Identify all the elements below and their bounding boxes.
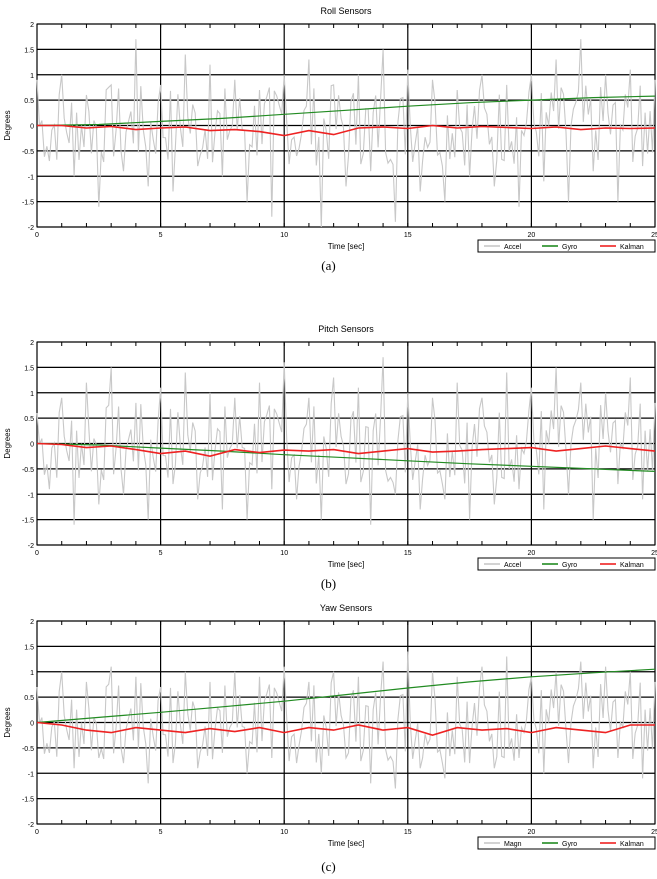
y-tick-label: -1.5 bbox=[22, 797, 34, 804]
y-tick-label: 0 bbox=[30, 124, 34, 131]
legend-label-gyro: Gyro bbox=[562, 244, 577, 251]
x-tick-label: 15 bbox=[404, 232, 412, 239]
y-tick-label: -2 bbox=[28, 225, 34, 232]
y-tick-label: -0.5 bbox=[22, 467, 34, 474]
series-line-gyro bbox=[36, 668, 656, 724]
y-tick-label: 1 bbox=[30, 670, 34, 677]
x-axis-label: Time [sec] bbox=[328, 242, 365, 251]
legend-label-kalman: Kalman bbox=[620, 562, 644, 569]
legend-label-accel: Accel bbox=[504, 562, 522, 569]
series-line-gyro bbox=[36, 442, 656, 472]
chart-title: Roll Sensors bbox=[320, 6, 372, 16]
x-tick-label: 5 bbox=[159, 232, 163, 239]
legend-label-gyro: Gyro bbox=[562, 841, 577, 848]
y-tick-label: 2 bbox=[30, 22, 34, 29]
chart-svg-yaw: Yaw Sensors-2-1.5-1-0.500.511.520 5 10 15 20… bbox=[3, 603, 657, 850]
x-axis-label: Time [sec] bbox=[328, 839, 365, 848]
chart-svg-pitch: Pitch Sensors-2-1.5-1-0.500.511.520 5 10 15… bbox=[3, 324, 657, 571]
y-tick-label: 2 bbox=[30, 619, 34, 626]
y-tick-label: -0.5 bbox=[22, 746, 34, 753]
x-tick-label: 0 bbox=[35, 232, 39, 239]
y-tick-label: 1.5 bbox=[24, 644, 34, 651]
chart-panel-yaw: Yaw Sensors -2 -1.5 -1 -0.5 0 0.5 1 1.5 2 0 5 10 15 20… bbox=[0, 597, 657, 879]
series-line-gyro bbox=[36, 95, 656, 127]
series-line-kalman bbox=[36, 721, 655, 737]
y-tick-label: 1 bbox=[30, 391, 34, 398]
y-tick-label: -1 bbox=[28, 174, 34, 181]
x-tick-label: 25 bbox=[651, 829, 657, 836]
y-tick-label: -1 bbox=[28, 771, 34, 778]
x-tick-label: 5 bbox=[159, 829, 163, 836]
y-tick-label: -1 bbox=[28, 492, 34, 499]
legend-label-accel: Accel bbox=[504, 244, 522, 251]
y-tick-label: 1.5 bbox=[24, 47, 34, 54]
y-axis-label: Degrees bbox=[3, 428, 12, 458]
chart-caption-c: (c) bbox=[321, 859, 336, 874]
chart-svg-roll: Roll Sensors-2-1.5-1-0.500.511.520 5 10 15 2… bbox=[3, 6, 657, 253]
chart-caption-b: (b) bbox=[320, 576, 337, 591]
series-line-magn bbox=[36, 651, 656, 789]
x-tick-label: 0 bbox=[35, 550, 39, 557]
y-tick-label: 0.5 bbox=[24, 98, 34, 105]
y-tick-label: 0.5 bbox=[24, 695, 34, 702]
x-tick-label: 20 bbox=[528, 232, 536, 239]
x-tick-label: 15 bbox=[404, 829, 412, 836]
y-tick-label: 1.5 bbox=[24, 365, 34, 372]
x-tick-label: 25 bbox=[651, 550, 657, 557]
y-axis-label: Degrees bbox=[3, 707, 12, 737]
x-tick-label: 15 bbox=[404, 550, 412, 557]
x-tick-label: 25 bbox=[651, 232, 657, 239]
y-tick-label: -2 bbox=[28, 822, 34, 829]
y-tick-label: 1 bbox=[30, 73, 34, 80]
chart-title: Pitch Sensors bbox=[318, 324, 374, 334]
x-tick-label: 10 bbox=[280, 550, 288, 557]
series-line-kalman bbox=[36, 442, 656, 458]
chart-caption-a: (a) bbox=[321, 258, 336, 273]
x-tick-label: 5 bbox=[159, 550, 163, 557]
legend-label-gyro: Gyro bbox=[562, 562, 577, 569]
chart-panel-pitch: Pitch Sensors -2 -1.5 -1 -0.5 0 0.5 1 1.5 2 0 5 10 15… bbox=[0, 318, 657, 598]
series-line-accel bbox=[36, 357, 656, 525]
chart-panel-roll: Roll Sensors -2 -1.5 -1 -0.5 0 0.5 1 1.5 2 0 5 10 15 2… bbox=[0, 0, 657, 280]
y-tick-label: 0.5 bbox=[24, 416, 34, 423]
y-tick-label: 2 bbox=[30, 340, 34, 347]
chart-title: Yaw Sensors bbox=[320, 603, 373, 613]
legend-box bbox=[477, 557, 656, 571]
x-axis-label: Time [sec] bbox=[328, 560, 365, 569]
y-tick-label: 0 bbox=[30, 442, 34, 449]
x-tick-label: 20 bbox=[528, 550, 536, 557]
x-tick-label: 0 bbox=[35, 829, 39, 836]
legend-label-kalman: Kalman bbox=[620, 841, 644, 848]
legend-box bbox=[477, 239, 656, 253]
series-line-kalman bbox=[37, 124, 656, 137]
y-tick-label: 0 bbox=[30, 721, 34, 728]
legend-label-kalman: Kalman bbox=[620, 244, 644, 251]
y-tick-label: -1.5 bbox=[22, 200, 34, 207]
legend-box bbox=[477, 836, 656, 850]
legend-label-magn: Magn bbox=[504, 841, 522, 848]
y-tick-label: -1.5 bbox=[22, 518, 34, 525]
y-tick-label: -0.5 bbox=[22, 149, 34, 156]
y-axis-label: Degrees bbox=[3, 110, 12, 140]
y-tick-label: -2 bbox=[28, 543, 34, 550]
x-tick-label: 20 bbox=[528, 829, 536, 836]
x-tick-label: 10 bbox=[280, 829, 288, 836]
x-tick-label: 10 bbox=[280, 232, 288, 239]
